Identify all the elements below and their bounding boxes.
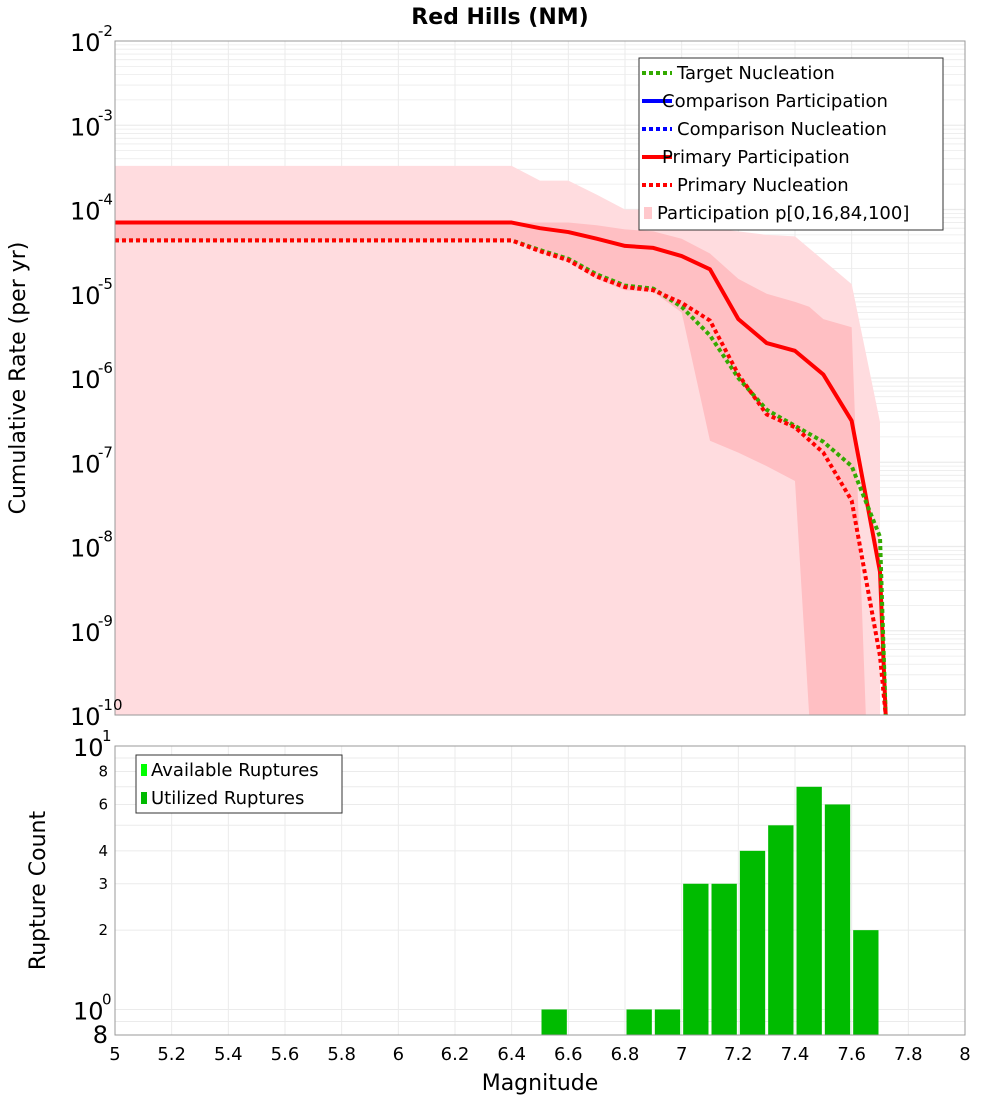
x-tick-label: 7 bbox=[676, 1044, 687, 1065]
bars bbox=[541, 786, 879, 1035]
x-tick-label: 5.8 bbox=[327, 1044, 356, 1065]
legend-label: Available Ruptures bbox=[151, 760, 319, 781]
cumulative-rate-panel: 10-1010-910-810-710-610-510-410-310-2Red… bbox=[6, 5, 966, 731]
bar bbox=[654, 1009, 681, 1035]
plot-border bbox=[114, 745, 966, 1036]
x-tick-label: 6.6 bbox=[554, 1044, 583, 1065]
y-tick-exponent: -4 bbox=[98, 191, 113, 209]
y-tick-exponent: -9 bbox=[98, 612, 113, 630]
x-tick-label: 7.8 bbox=[894, 1044, 923, 1065]
y-tick-label: 10 bbox=[70, 29, 101, 57]
y-tick-label: 10 bbox=[70, 113, 101, 141]
legend-label: Primary Nucleation bbox=[677, 175, 849, 196]
x-tick-label: 6.4 bbox=[497, 1044, 526, 1065]
series-line-primary-nucleation bbox=[115, 238, 888, 716]
chart-title: Red Hills (NM) bbox=[411, 5, 588, 30]
x-tick-label: 5.6 bbox=[271, 1044, 300, 1065]
x-tick-label: 6.2 bbox=[441, 1044, 470, 1065]
bar bbox=[541, 1009, 567, 1035]
x-tick-label: 6.8 bbox=[611, 1044, 640, 1065]
y-tick-label: 3 bbox=[98, 875, 108, 893]
legend-label: Utilized Ruptures bbox=[151, 788, 304, 809]
y-tick-label: 10 bbox=[70, 198, 101, 226]
y-tick-exponent: -7 bbox=[98, 443, 113, 461]
y-tick-exponent: -3 bbox=[98, 106, 113, 124]
x-tick-label: 5 bbox=[109, 1044, 120, 1065]
bar bbox=[711, 883, 737, 1035]
bar bbox=[739, 850, 766, 1035]
legend-box bbox=[135, 754, 343, 814]
x-tick-label: 7.2 bbox=[724, 1044, 753, 1065]
y-tick-label: 10 bbox=[70, 450, 101, 478]
y-tick-exponent: -6 bbox=[98, 359, 113, 377]
legend-box bbox=[638, 57, 944, 231]
legend-label: Target Nucleation bbox=[676, 63, 835, 84]
y-tick-label: 10 bbox=[73, 734, 104, 762]
legend-swatch bbox=[141, 792, 147, 804]
y-tick-label: 10 bbox=[70, 282, 101, 310]
bar bbox=[824, 804, 851, 1035]
y-tick-label: 8 bbox=[98, 763, 108, 781]
legend: Available Ruptures Utilized Ruptures bbox=[135, 754, 343, 814]
y-tick-label: 10 bbox=[70, 535, 101, 563]
bar bbox=[626, 1009, 652, 1035]
y-tick-label: 6 bbox=[98, 795, 108, 813]
y-tick-exponent: 1 bbox=[102, 727, 112, 745]
y-tick-label: 2 bbox=[98, 921, 108, 939]
x-tick-label: 8 bbox=[959, 1044, 970, 1065]
y-tick-label: 4 bbox=[98, 842, 108, 860]
y-tick-exponent: -2 bbox=[98, 22, 113, 40]
legend-label: Comparison Participation bbox=[662, 91, 888, 112]
legend-swatch bbox=[644, 207, 652, 219]
x-tick-label: 5.4 bbox=[214, 1044, 243, 1065]
x-tick-label: 7.4 bbox=[781, 1044, 810, 1065]
legend-label: Participation p[0,16,84,100] bbox=[657, 203, 909, 224]
y-tick-label: 8 bbox=[93, 1021, 108, 1049]
x-tick-label: 6 bbox=[393, 1044, 404, 1065]
legend: Target Nucleation Comparison Participatio… bbox=[638, 57, 944, 231]
x-axis-label: Magnitude bbox=[482, 1071, 599, 1096]
bar bbox=[683, 883, 709, 1035]
y-tick-exponent: 0 bbox=[102, 990, 112, 1008]
y-tick-label: 10 bbox=[70, 703, 101, 731]
y-tick-label: 10 bbox=[70, 366, 101, 394]
bar bbox=[796, 786, 822, 1035]
y-tick-exponent: -8 bbox=[98, 528, 113, 546]
y-tick-label: 10 bbox=[73, 997, 104, 1025]
series-line-primary-participation bbox=[115, 220, 888, 716]
x-tick-label: 7.6 bbox=[837, 1044, 866, 1065]
bar bbox=[853, 930, 879, 1035]
y-tick-exponent: -10 bbox=[98, 696, 123, 714]
bar bbox=[768, 825, 794, 1035]
legend-swatch bbox=[141, 764, 147, 776]
x-tick-label: 5.2 bbox=[157, 1044, 186, 1065]
legend-label: Primary Participation bbox=[662, 147, 850, 168]
y-tick-exponent: -5 bbox=[98, 275, 113, 293]
y-tick-label: 10 bbox=[70, 619, 101, 647]
y-axis-label: Rupture Count bbox=[26, 811, 51, 971]
y-axis-label: Cumulative Rate (per yr) bbox=[6, 242, 31, 515]
plot-border bbox=[114, 40, 966, 716]
legend-label: Comparison Nucleation bbox=[677, 119, 887, 140]
